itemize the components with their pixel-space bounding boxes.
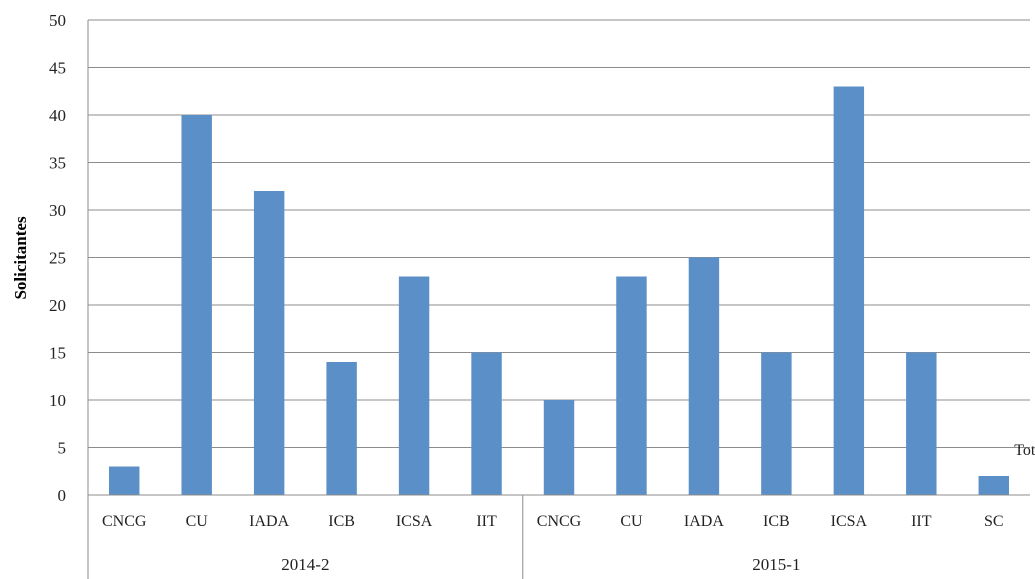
y-tick-label: 0 <box>58 486 67 505</box>
category-labels: CNCG CU IADA ICB ICSA IIT CNCG CU IADA ICB ICSA IIT… <box>102 513 1004 530</box>
bar <box>253 191 285 495</box>
y-axis-ticks: 0 5 10 15 20 25 30 35 40 45 50 <box>49 11 66 505</box>
x-category-label: ICB <box>763 513 790 530</box>
y-tick-label: 35 <box>49 154 66 173</box>
bar <box>616 276 647 495</box>
x-category-label: ICSA <box>396 513 433 530</box>
y-tick-label: 40 <box>49 106 66 125</box>
bar <box>326 362 357 495</box>
x-category-label: CNCG <box>537 513 582 530</box>
y-tick-label: 15 <box>49 344 66 363</box>
bar <box>761 352 792 495</box>
bar <box>543 400 575 495</box>
x-category-label: CU <box>186 513 209 530</box>
y-tick-label: 5 <box>58 439 67 458</box>
y-tick-label: 25 <box>49 249 66 268</box>
bar <box>978 476 1009 495</box>
x-category-label: SC <box>984 513 1004 530</box>
y-tick-label: 45 <box>49 59 66 78</box>
bar <box>181 115 212 495</box>
annotations: Total: 2 <box>1014 442 1035 459</box>
x-category-label: ICSA <box>831 513 868 530</box>
bar <box>109 466 140 495</box>
y-tick-label: 50 <box>49 11 66 30</box>
y-tick-label: 10 <box>49 391 66 410</box>
y-tick-label: 30 <box>49 201 66 220</box>
x-category-label: CU <box>620 513 643 530</box>
bar <box>398 276 430 495</box>
x-category-label: IIT <box>476 513 497 530</box>
y-tick-label: 20 <box>49 296 66 315</box>
x-category-label: IADA <box>249 513 289 530</box>
bar <box>906 352 937 495</box>
bar <box>833 86 865 495</box>
bars <box>109 86 1009 495</box>
x-category-label: CNCG <box>102 513 147 530</box>
group-labels: 2014-2 2015-1 <box>281 555 800 574</box>
x-axis <box>87 20 1030 579</box>
gridlines <box>88 19 1030 448</box>
x-category-label: IIT <box>911 513 932 530</box>
bar <box>471 352 502 495</box>
y-axis-label: Solicitantes <box>11 216 30 299</box>
bar <box>688 257 720 495</box>
x-group-label: 2014-2 <box>281 555 329 574</box>
x-category-label: ICB <box>328 513 355 530</box>
x-group-label: 2015-1 <box>752 555 800 574</box>
annotation-text: Total: 2 <box>1014 442 1035 459</box>
x-category-label: IADA <box>684 513 724 530</box>
